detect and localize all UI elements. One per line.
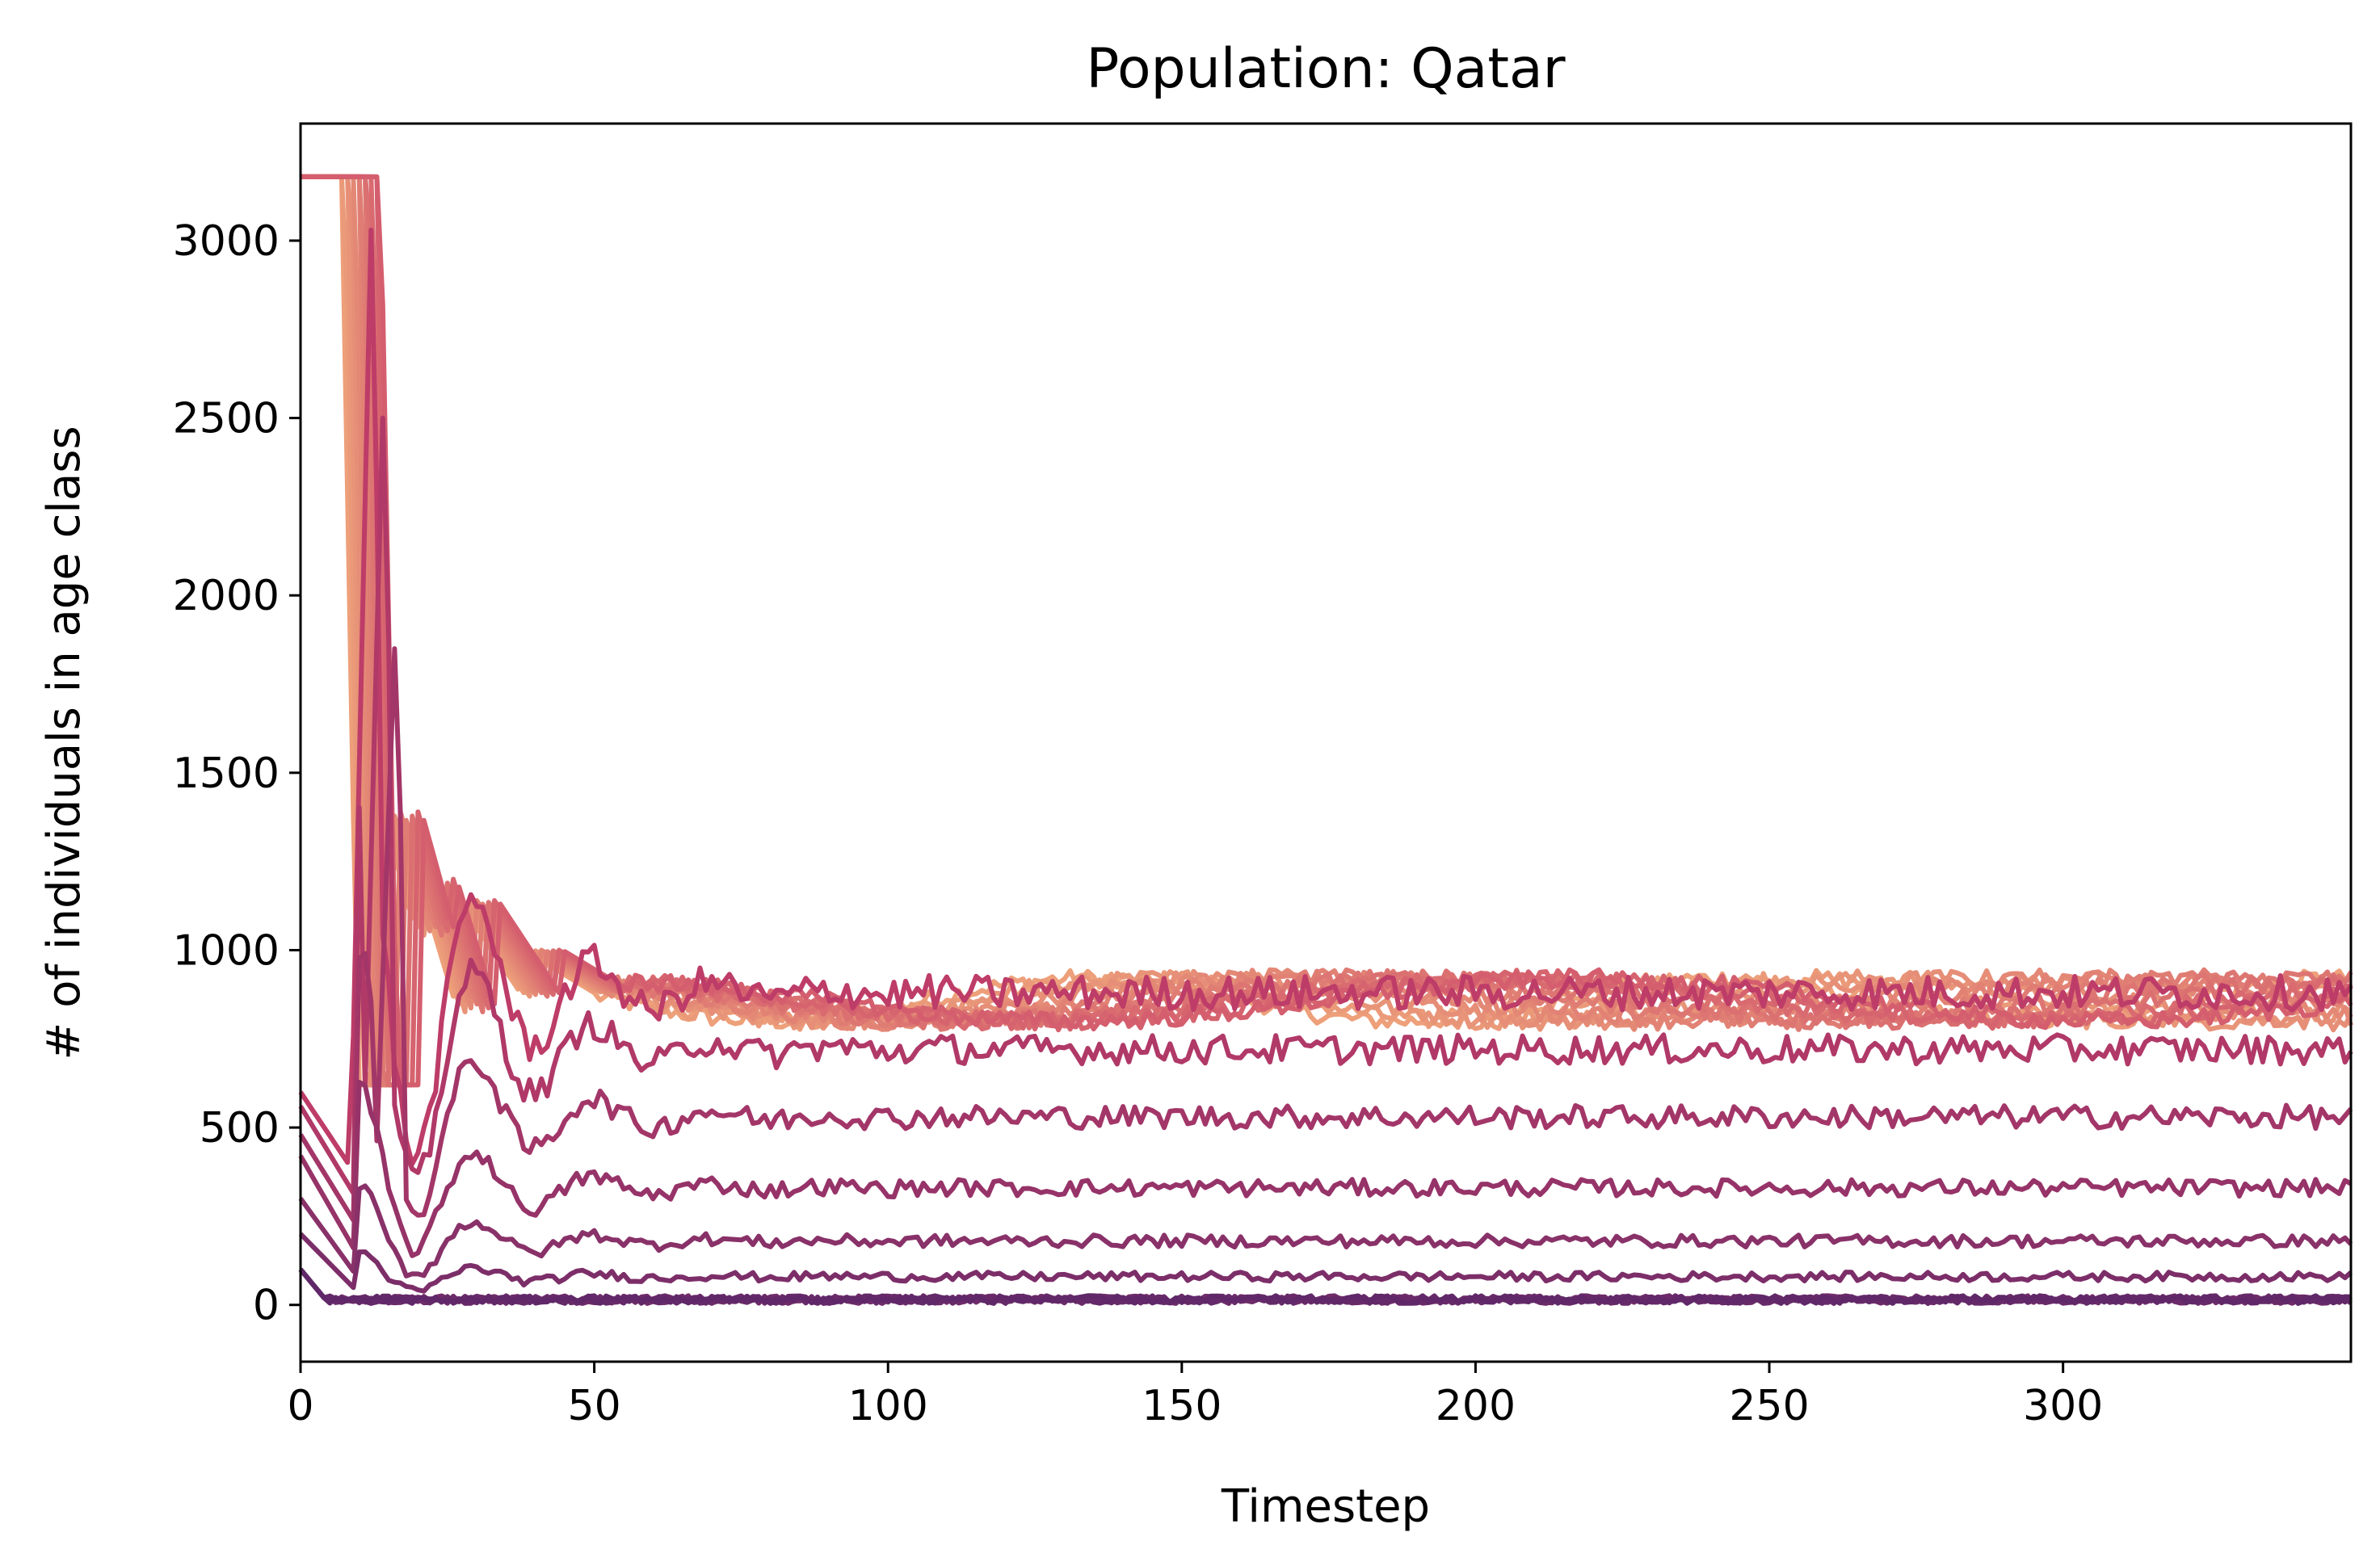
- y-tick-label: 500: [200, 1104, 280, 1152]
- plot-frame: [299, 122, 2353, 1363]
- x-axis-label: Timestep: [1221, 1480, 1430, 1533]
- x-tick-label: 150: [1142, 1382, 1222, 1430]
- y-tick-label: 1000: [173, 926, 280, 975]
- series-layer: [298, 174, 2353, 1306]
- series-line-15: [298, 646, 2353, 1223]
- y-tick-label: 0: [253, 1282, 280, 1330]
- chart-title: Population: Qatar: [1086, 37, 1565, 101]
- x-tick-label: 50: [568, 1382, 621, 1430]
- y-tick-label: 2000: [173, 572, 280, 620]
- x-tick-label: 250: [1729, 1382, 1809, 1430]
- y-axis-label: # of individuals in age class: [38, 426, 90, 1060]
- series-line-13: [298, 227, 2353, 1167]
- y-tick-label: 3000: [173, 217, 280, 266]
- x-tick-label: 100: [848, 1382, 928, 1430]
- x-tick-label: 200: [1436, 1382, 1516, 1430]
- series-line-17: [298, 1183, 2353, 1278]
- y-tick-label: 1500: [173, 749, 280, 798]
- x-tick-label: 0: [287, 1382, 313, 1430]
- ticks-layer: 0 50 100 150 200 250 3000500100015002000250030…: [173, 217, 2104, 1430]
- x-tick-label: 300: [2023, 1382, 2103, 1430]
- series-line-18: [298, 1232, 2353, 1294]
- series-line-12: [301, 174, 2353, 1088]
- series-line-24: [298, 1267, 2352, 1306]
- y-tick-label: 2500: [173, 395, 280, 443]
- series-line-14: [298, 415, 2353, 1196]
- series-line-16: [298, 1080, 2353, 1258]
